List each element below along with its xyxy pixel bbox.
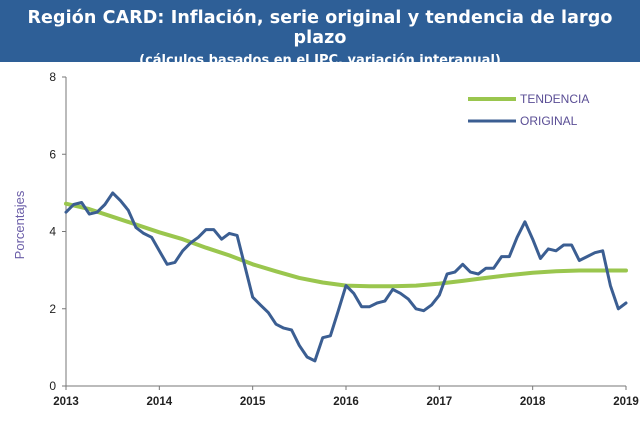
x-tick-label: 2015 <box>240 396 266 408</box>
x-tick-label: 2017 <box>427 396 453 408</box>
chart-title: Región CARD: Inflación, serie original y… <box>27 8 613 48</box>
x-tick-label: 2013 <box>53 396 79 408</box>
chart-header: Región CARD: Inflación, serie original y… <box>0 0 640 68</box>
y-tick-label: 2 <box>49 302 56 316</box>
legend-label-original: ORIGINAL <box>520 114 578 128</box>
x-tick-label: 2019 <box>613 396 639 408</box>
series-line-tendencia <box>64 201 628 289</box>
x-tick-label: 2018 <box>520 396 546 408</box>
x-tick-label: 2016 <box>333 396 359 408</box>
chart-subtitle: (cálculos basados en el IPC, variación i… <box>139 53 501 68</box>
y-tick-label: 6 <box>49 147 56 161</box>
legend-label-tendencia: TENDENCIA <box>520 92 589 106</box>
y-tick-label: 0 <box>49 379 56 393</box>
y-axis-label: Porcentajes <box>12 190 27 259</box>
series-line-original <box>64 191 628 363</box>
y-tick-label: 8 <box>49 70 56 84</box>
y-tick-label: 4 <box>49 225 56 239</box>
x-tick-label: 2014 <box>147 396 173 408</box>
